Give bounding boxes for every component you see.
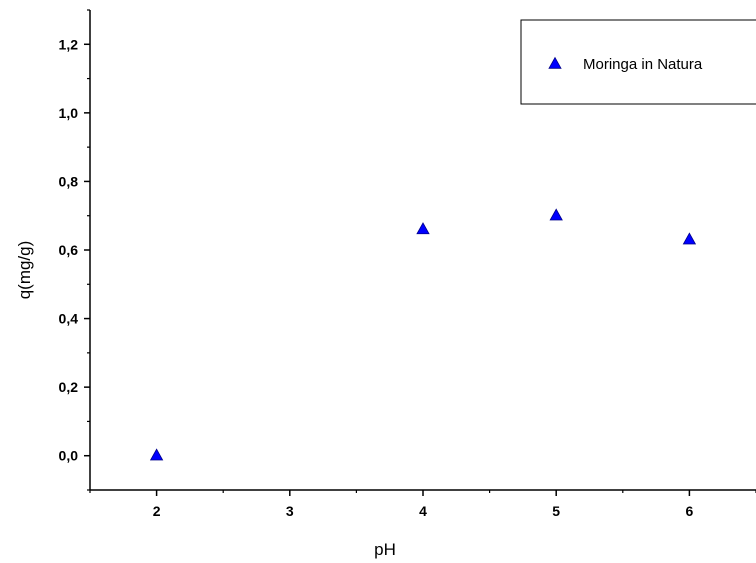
y-axis-ticks: 0,0 0,2 0,4 0,6 0,8 1,0 1,2 bbox=[59, 9, 90, 491]
y-tick-label: 0,2 bbox=[59, 379, 79, 395]
x-tick-label: 6 bbox=[686, 503, 694, 519]
data-point bbox=[549, 208, 563, 221]
data-point bbox=[149, 448, 164, 461]
y-tick-label: 0,8 bbox=[59, 173, 79, 189]
y-tick-label: 0,4 bbox=[59, 311, 79, 327]
x-axis-title: pH bbox=[374, 540, 396, 559]
data-points bbox=[149, 208, 697, 461]
x-axis-ticks: 2 3 4 5 6 bbox=[89, 490, 756, 519]
legend: Moringa in Natura bbox=[520, 19, 756, 105]
y-tick-label: 1,0 bbox=[59, 105, 79, 121]
legend-box bbox=[520, 19, 756, 105]
x-tick-label: 2 bbox=[153, 503, 161, 519]
y-tick-label: 1,2 bbox=[59, 36, 79, 52]
data-point bbox=[416, 222, 430, 235]
legend-label: Moringa in Natura bbox=[583, 56, 703, 73]
x-tick-label: 5 bbox=[552, 503, 560, 519]
x-tick-label: 4 bbox=[419, 503, 427, 519]
legend-marker-triangle bbox=[548, 56, 562, 69]
y-tick-label: 0,0 bbox=[59, 448, 79, 464]
y-axis-title: q(mg/g) bbox=[15, 241, 34, 300]
data-point bbox=[682, 232, 697, 245]
x-tick-label: 3 bbox=[286, 503, 294, 519]
y-tick-label: 0,6 bbox=[59, 242, 79, 258]
